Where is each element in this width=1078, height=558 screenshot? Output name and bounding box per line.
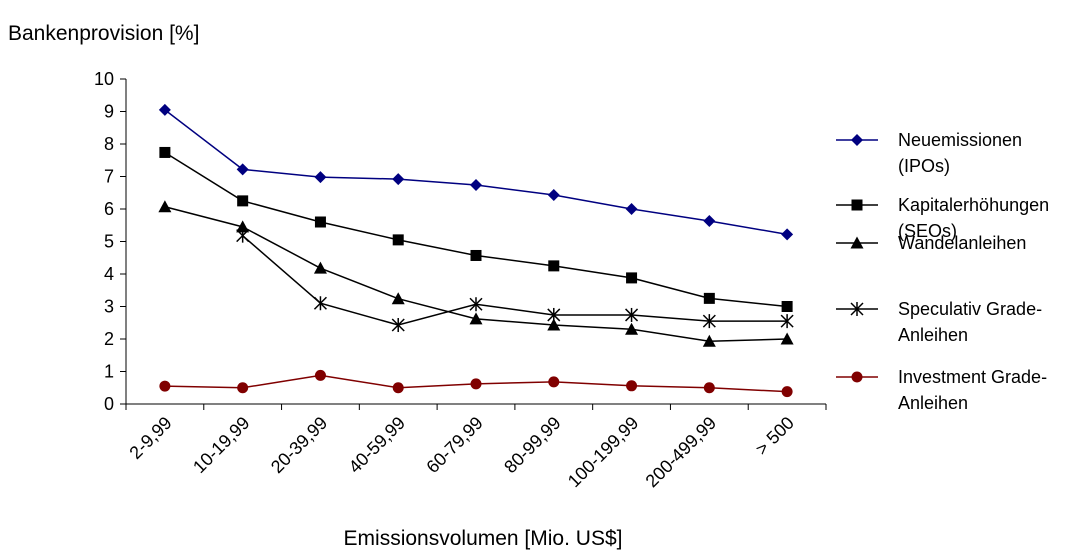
data-point [626, 380, 638, 392]
y-tick-label: 9 [104, 102, 114, 122]
data-point [470, 178, 482, 191]
data-point [547, 189, 560, 202]
data-point [314, 369, 326, 381]
data-point [625, 203, 638, 215]
data-point [781, 301, 793, 312]
data-point [314, 171, 327, 184]
data-point [780, 314, 794, 329]
legend-label: Anleihen [898, 393, 968, 413]
legend-label: Neuemissionen [898, 130, 1022, 150]
data-point [392, 173, 405, 186]
series-2 [159, 146, 793, 312]
y-tick-label: 2 [104, 329, 114, 349]
legend-label: Investment Grade- [898, 367, 1047, 387]
x-tick-label: 20-39,99 [267, 413, 331, 477]
data-point [237, 382, 249, 394]
legend-label: (SEOs) [898, 221, 957, 241]
x-axis-title: Emissionsvolumen [Mio. US$] [344, 527, 623, 550]
legend-label: (IPOs) [898, 156, 950, 176]
data-point [392, 234, 404, 246]
series-1 [158, 103, 794, 241]
x-tick-label: 200-499,99 [642, 413, 721, 492]
data-point [547, 318, 561, 331]
series-4 [236, 228, 794, 333]
legend-marker [851, 371, 863, 383]
legend-item: Speculativ Grade- Anleihen [836, 299, 1042, 345]
y-tick-label: 1 [104, 362, 114, 382]
data-point [158, 103, 171, 116]
data-point [313, 261, 327, 274]
series-line [242, 235, 788, 326]
legend-marker [850, 302, 864, 316]
legend-item: Kapitalerhöhungen (SEOs) [836, 195, 1049, 241]
data-point [470, 249, 482, 261]
x-tick-label: 60-79,99 [422, 413, 486, 477]
data-point [548, 260, 560, 272]
data-point [391, 292, 405, 305]
data-point [625, 307, 639, 322]
data-point [469, 297, 483, 312]
series-line [164, 151, 788, 308]
y-tick-label: 7 [104, 167, 114, 187]
data-point [702, 334, 716, 347]
legend-item: Wandelanleihen [836, 233, 1026, 253]
data-point [626, 272, 638, 284]
data-point [547, 307, 561, 322]
data-point [313, 296, 327, 311]
legend-label: Wandelanleihen [898, 233, 1026, 253]
data-point [391, 318, 405, 333]
x-tick-label: > 500 [752, 413, 798, 459]
y-tick-label: 6 [104, 199, 114, 219]
data-point [392, 382, 404, 394]
legend-label: Anleihen [898, 325, 968, 345]
legend-marker [851, 199, 863, 211]
data-point [703, 382, 715, 394]
data-point [470, 378, 482, 390]
data-point [702, 314, 716, 329]
data-point [625, 322, 639, 335]
series-layer [158, 103, 794, 398]
y-tick-label: 8 [104, 134, 114, 154]
data-point [780, 332, 794, 345]
legend-item: Neuemissionen (IPOs) [836, 130, 1022, 176]
axes: 0 1 2 3 4 5 6 7 8 9 10 2-9,99 10-19,99 20-39,99 40-59,… [94, 69, 827, 492]
data-point [159, 380, 171, 392]
x-tick-label: 10-19,99 [189, 413, 253, 477]
data-point [158, 200, 172, 213]
data-point [469, 312, 483, 325]
y-tick-label: 10 [94, 69, 114, 89]
data-point [314, 216, 326, 228]
legend-label: Speculativ Grade- [898, 299, 1042, 319]
y-tick-label: 0 [104, 394, 114, 414]
legend-marker [851, 134, 863, 146]
series-line [164, 109, 788, 236]
series-3 [158, 200, 794, 347]
data-point [237, 195, 249, 207]
y-axis-title: Bankenprovision [%] [8, 22, 199, 45]
legend-label: Kapitalerhöhungen [898, 195, 1049, 215]
data-point [159, 146, 171, 158]
x-tick-label: 100-199,99 [564, 413, 643, 492]
data-point [781, 228, 794, 241]
x-tick-label: 80-99,99 [500, 413, 564, 477]
x-tick-label: 2-9,99 [125, 413, 175, 463]
x-tick-label: 40-59,99 [345, 413, 409, 477]
legend: Neuemissionen (IPOs) Kapitalerhöhungen (SEO… [836, 130, 1049, 413]
data-point [703, 215, 716, 228]
series-5 [159, 369, 793, 398]
data-point [781, 386, 793, 398]
data-point [236, 220, 250, 233]
data-point [236, 228, 250, 243]
y-tick-label: 5 [104, 232, 114, 252]
data-point [703, 292, 715, 304]
data-point [548, 376, 560, 388]
y-tick-label: 3 [104, 297, 114, 317]
data-point [236, 163, 249, 176]
y-tick-label: 4 [104, 264, 114, 284]
legend-item: Investment Grade- Anleihen [836, 367, 1047, 413]
legend-marker [850, 236, 864, 249]
